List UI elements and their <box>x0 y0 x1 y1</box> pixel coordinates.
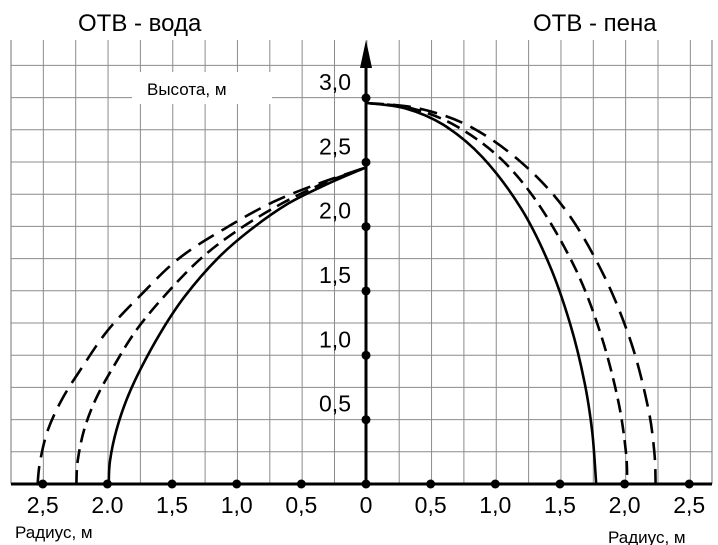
y-tick-label: 1,5 <box>319 262 351 288</box>
x-tick-label-left: 0,5 <box>285 492 317 518</box>
x-axis-dot <box>296 479 306 489</box>
y-axis-label: Высота, м <box>147 80 227 99</box>
y-axis-arrow <box>360 40 372 68</box>
y-axis-dot <box>361 222 371 232</box>
x-tick-label-left: 1,5 <box>156 492 188 518</box>
x-tick-label-right: 2,0 <box>609 492 641 518</box>
x-axis-dot <box>555 479 565 489</box>
x-axis-dot <box>620 479 630 489</box>
y-tick-label: 2,5 <box>319 133 351 159</box>
x-tick-label-left: 2,5 <box>27 492 59 518</box>
chart-title-right: ОТВ - пена <box>533 10 657 37</box>
x-tick-label-left: 1,0 <box>221 492 253 518</box>
y-axis-dot <box>361 157 371 167</box>
x-tick-label-right: 0,5 <box>415 492 447 518</box>
y-axis-dot <box>361 415 371 425</box>
x-axis-dot <box>102 479 112 489</box>
x-tick-label-zero: 0 <box>360 492 373 518</box>
y-tick-label: 3,0 <box>319 69 351 95</box>
x-axis-dot <box>684 479 694 489</box>
x-axis-label-right: Радиус, м <box>608 528 686 545</box>
series-line-right-long-dashed <box>365 101 657 485</box>
x-axis-dot <box>38 479 48 489</box>
y-tick-label: 1,0 <box>319 326 351 352</box>
x-tick-label-left: 2.0 <box>91 492 123 518</box>
series-line-left-long-dashed <box>36 166 367 485</box>
x-tick-label-right: 2,5 <box>673 492 705 518</box>
series-line-left-dashed <box>75 166 367 485</box>
y-axis-dot <box>361 350 371 360</box>
y-axis-dot <box>361 286 371 296</box>
y-axis-label-background <box>132 72 272 104</box>
x-tick-label-right: 1,0 <box>479 492 511 518</box>
x-axis-dot <box>361 479 371 489</box>
x-tick-label-right: 1,5 <box>544 492 576 518</box>
x-axis-label-left: Радиус, м <box>15 523 93 542</box>
series-line-right-dashed <box>365 101 629 485</box>
y-tick-label: 2,0 <box>319 198 351 224</box>
labels: ОТВ - вода ОТВ - пена Высота, м Радиус, … <box>15 10 705 545</box>
x-axis-dot <box>490 479 500 489</box>
series-group <box>36 101 657 485</box>
x-axis-dot <box>232 479 242 489</box>
axes <box>11 40 712 489</box>
x-axis-dot <box>167 479 177 489</box>
grid <box>10 40 713 485</box>
series-line-left-solid <box>107 166 367 485</box>
x-axis-dot <box>426 479 436 489</box>
chart-title-left: ОТВ - вода <box>78 10 202 37</box>
series-line-right-solid <box>365 101 598 485</box>
y-tick-label: 0,5 <box>319 391 351 417</box>
y-axis-dot <box>361 93 371 103</box>
